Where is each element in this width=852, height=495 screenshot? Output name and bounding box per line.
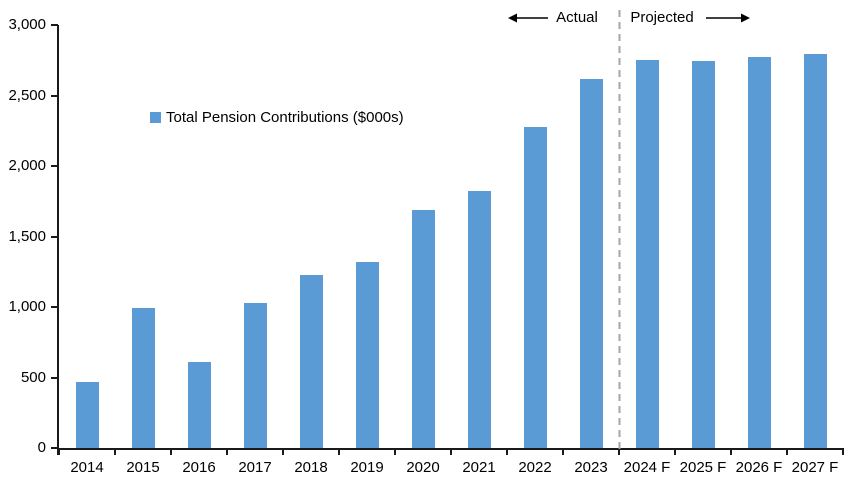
bar-2019	[355, 262, 379, 448]
y-tick-label: 3,000	[8, 16, 46, 33]
bar-2016	[187, 362, 211, 448]
x-axis-tick	[786, 448, 788, 455]
bar-2023	[579, 79, 603, 448]
x-axis-tick	[562, 448, 564, 455]
y-tick-label: 2,000	[8, 157, 46, 174]
x-axis-tick	[394, 448, 396, 455]
x-axis-tick	[450, 448, 452, 455]
bar-2015	[131, 308, 155, 448]
y-axis-tick	[51, 24, 58, 26]
y-axis-line	[57, 25, 59, 455]
y-tick-label: 2,500	[8, 86, 46, 104]
bar-2017	[243, 303, 267, 448]
legend-label: Total Pension Contributions ($000s)	[166, 109, 404, 126]
x-axis-tick	[170, 448, 172, 455]
bar-2024-f	[635, 60, 659, 448]
x-tick-label: 2022	[518, 459, 552, 476]
bar-2022	[523, 127, 547, 448]
x-tick-label: 2024 F	[623, 459, 671, 476]
x-tick-label: 2015	[126, 459, 160, 476]
bar-2026-f	[747, 57, 771, 448]
y-tick-label: 500	[20, 368, 46, 386]
x-axis-tick	[674, 448, 676, 455]
y-axis-tick	[51, 447, 58, 449]
bar-2020	[411, 210, 435, 448]
bar-2021	[467, 191, 491, 448]
x-axis-tick	[114, 448, 116, 455]
x-axis-tick	[506, 448, 508, 455]
y-axis-tick	[51, 376, 58, 379]
y-tick-label: 1,500	[8, 227, 46, 245]
y-tick-label: 0	[37, 439, 46, 456]
projected-label: Projected	[630, 9, 694, 26]
x-axis-tick	[842, 448, 844, 455]
x-tick-label: 2018	[294, 459, 328, 476]
x-tick-label: 2017	[238, 459, 272, 476]
bar-2027-f	[803, 54, 827, 448]
legend-marker-icon	[150, 112, 161, 123]
x-axis-tick	[58, 448, 60, 455]
y-axis-tick	[51, 94, 58, 97]
x-axis-tick	[730, 448, 732, 455]
x-tick-label: 2020	[406, 459, 440, 476]
legend: Total Pension Contributions ($000s)	[150, 109, 404, 126]
x-tick-label: 2016	[182, 459, 216, 476]
x-tick-label: 2025 F	[679, 459, 727, 476]
x-tick-label: 2026 F	[735, 459, 783, 476]
y-axis-tick	[51, 235, 58, 238]
left-arrow-icon	[508, 13, 548, 23]
y-tick-label: 1,000	[8, 298, 46, 315]
x-axis-tick	[618, 448, 620, 455]
x-tick-label: 2023	[574, 459, 608, 476]
x-axis-tick	[338, 448, 340, 455]
bar-2025-f	[691, 61, 715, 448]
x-tick-label: 2021	[462, 459, 496, 476]
x-tick-label: 2027 F	[791, 459, 839, 476]
y-axis-tick	[51, 165, 58, 167]
right-arrow-icon	[706, 13, 750, 23]
x-tick-label: 2019	[350, 459, 384, 476]
x-axis-tick	[226, 448, 228, 455]
actual-projected-divider-line	[618, 10, 621, 449]
x-axis-tick	[282, 448, 284, 455]
bar-2014	[75, 382, 99, 448]
bar-2018	[299, 275, 323, 448]
y-axis-tick	[51, 306, 58, 308]
x-tick-label: 2014	[70, 459, 104, 476]
actual-label: Actual	[556, 9, 598, 26]
